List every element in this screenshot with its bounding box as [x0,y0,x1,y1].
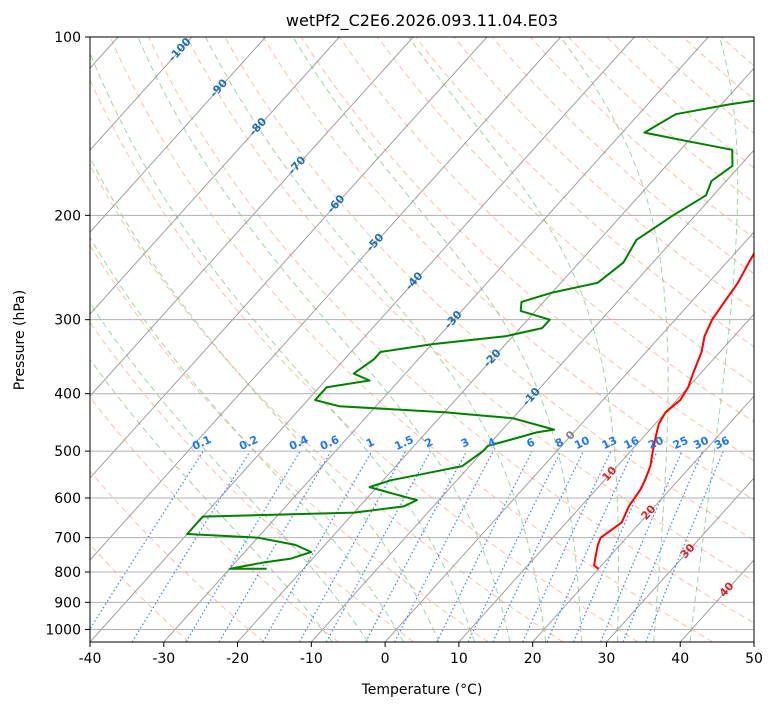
mixing-ratio-label: 20 [646,434,666,452]
isotherm-line [606,477,754,642]
dry-adiabat [377,37,754,385]
x-tick-label: 40 [671,651,689,667]
x-tick-label: -30 [152,651,175,667]
isotherm-line [90,37,266,233]
temperature-profile-line [593,251,754,570]
y-tick-label: 1000 [45,622,81,638]
mixing-ratio-line [436,450,533,642]
dry-adiabat [338,37,754,423]
y-axis-title: Pressure (hPa) [12,290,28,390]
mixing-ratio-line [325,450,431,642]
moist-adiabat [90,236,405,642]
isotherm-line [90,37,562,561]
isotherm-line [532,395,754,642]
moist-adiabat [90,302,369,642]
y-tick-label: 600 [54,491,81,507]
dry-adiabat [90,244,489,642]
grid [90,36,754,630]
x-tick-label: 50 [745,651,763,667]
isotherm-line [384,231,754,642]
y-tick-label: 500 [54,444,81,460]
isotherm-line [90,37,414,397]
mixing-ratio-line [600,450,683,642]
x-tick-label: 0 [381,651,390,667]
moist-adiabat [689,37,739,642]
mixing-ratio-line [299,450,407,642]
x-axis-title: Temperature (°C) [361,682,483,698]
moist-adiabat [560,37,669,642]
moist-adiabat [90,51,475,642]
mixing-ratio-label: 16 [622,434,642,452]
moist-adiabat [292,37,582,642]
dry-adiabat [90,164,564,642]
x-tick-label: 10 [450,651,468,667]
dry-adiabat [453,37,754,311]
isotherm-line [90,37,340,315]
isotherm-line [90,37,488,479]
y-tick-label: 200 [54,208,81,224]
isotherm-line [310,149,754,642]
mixing-ratio-line [131,450,251,642]
plot-frame [89,36,755,643]
moist-adiabat [205,37,547,642]
dry-adiabat [109,37,713,642]
dry-adiabat [147,37,754,624]
mixing-ratio-label: 10 [572,434,592,452]
moist-adiabat [408,37,619,642]
dry-adiabat [415,37,754,348]
mixing-ratio-label: 30 [691,434,711,452]
x-tick-label: -20 [226,651,249,667]
x-tick-label: 20 [524,651,542,667]
profiles [186,99,754,570]
y-tick-label: 100 [54,30,81,46]
axis-ticks: -40 -30 -20 -10 0 10 20 30 40 50 100 200 300 400 500 60… [45,30,763,667]
mixing-ratio-label: 25 [671,434,690,452]
y-tick-label: 800 [54,565,81,581]
dry-adiabat [90,470,265,642]
isotherm-line [163,37,709,642]
y-tick-label: 400 [54,387,81,403]
isotherm-line [90,37,635,642]
y-tick-label: 700 [54,531,81,547]
mixing-ratio-line [645,450,724,642]
background-lines [90,37,754,642]
dry-adiabat [90,78,639,642]
dry-adiabat [90,396,339,642]
dewpoint-profile-line [186,99,754,570]
mixing-ratio-line [546,450,634,642]
isotherm-line [458,313,754,642]
mixing-ratio-line [90,450,204,631]
mixing-ratio-line [622,450,704,642]
mixing-ratio-label: 36 [712,434,732,452]
x-tick-label: -40 [79,651,102,667]
y-tick-label: 300 [54,313,81,329]
mixing-ratio-label: 13 [600,434,619,452]
chart-title: wetPf2_C2E6.2026.093.11.04.E03 [286,11,558,31]
y-tick-label: 900 [54,595,81,611]
isotherm-line [237,67,754,642]
x-tick-label: -10 [300,651,323,667]
x-tick-label: 30 [598,651,616,667]
moist-adiabat [90,358,333,642]
moist-adiabat [90,156,440,642]
moist-adiabat [137,37,511,642]
mixing-ratio-line [365,450,468,642]
isotherm-line [90,37,193,151]
dry-adiabat [90,543,190,642]
